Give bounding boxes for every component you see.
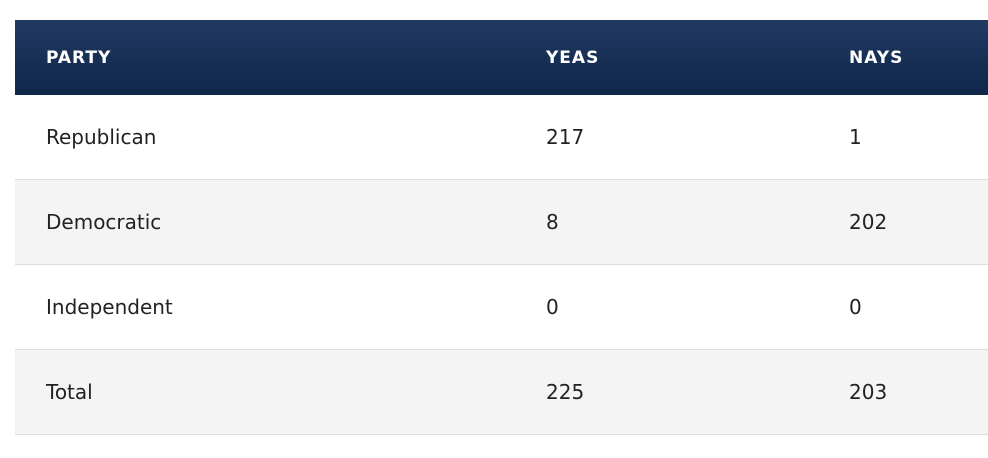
table-body: Republican 217 1 Democratic 8 202 Independent 0… (15, 95, 988, 435)
table-cell: Independent (15, 264, 546, 350)
vote-table: PARTY YEAS NAYS Republican 217 1 Democratic 8 2… (15, 20, 988, 435)
table-row: Total 225 203 (15, 349, 988, 435)
table-cell: 1 (849, 95, 988, 180)
table-cell: 203 (849, 349, 988, 435)
table-cell: 202 (849, 179, 988, 265)
table-header: PARTY YEAS NAYS (15, 20, 988, 95)
column-header: NAYS (849, 20, 988, 95)
column-header: YEAS (546, 20, 849, 95)
column-header: PARTY (15, 20, 546, 95)
vote-table-container: PARTY YEAS NAYS Republican 217 1 Democratic 8 2… (15, 20, 988, 435)
table-row: Republican 217 1 (15, 95, 988, 180)
table-cell: Total (15, 349, 546, 435)
header-row: PARTY YEAS NAYS (15, 20, 988, 95)
table-cell: Democratic (15, 179, 546, 265)
table-cell: Republican (15, 95, 546, 180)
table-row: Democratic 8 202 (15, 179, 988, 265)
table-cell: 8 (546, 179, 849, 265)
table-cell: 225 (546, 349, 849, 435)
table-cell: 217 (546, 95, 849, 180)
table-cell: 0 (546, 264, 849, 350)
table-cell: 0 (849, 264, 988, 350)
table-row: Independent 0 0 (15, 264, 988, 350)
